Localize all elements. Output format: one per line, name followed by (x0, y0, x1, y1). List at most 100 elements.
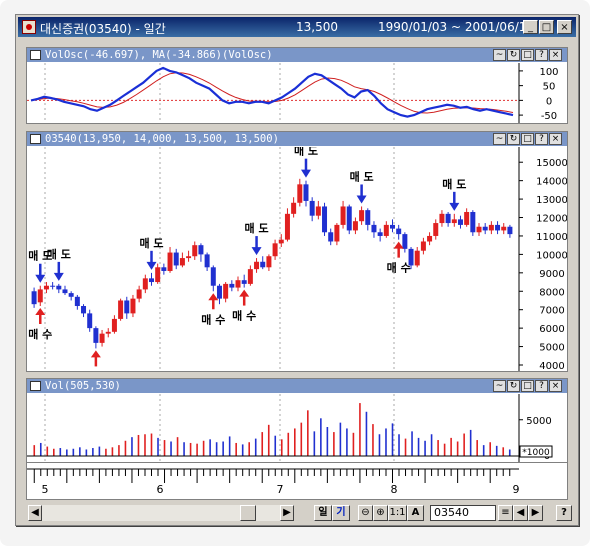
sell-signal-label: 매 도 (245, 221, 269, 235)
osc-axis-label: 0 (546, 96, 552, 107)
osc-axis-label: -50 (541, 111, 557, 122)
pane-help-icon[interactable]: ? (535, 133, 548, 145)
candle-body (284, 213, 290, 240)
month-label: 6 (157, 483, 164, 496)
volume-axis-label: 5000 (526, 416, 551, 427)
candle-body (433, 223, 439, 236)
candle-body (173, 252, 179, 266)
candle-body (167, 252, 173, 271)
buy-signal-label: 매 수 (84, 369, 108, 371)
osc-pane: VolOsc(-46.697), MA(-34.866)(VolOsc) ~ ↻… (26, 47, 568, 124)
ratio-button[interactable]: 1:1 (388, 505, 407, 521)
pane-refresh-icon[interactable]: ↻ (507, 380, 520, 392)
sell-signal-label: 매 도 (350, 169, 374, 183)
sell-arrow-head (449, 202, 460, 211)
candle-body (99, 333, 105, 343)
buy-arrow-head (90, 350, 101, 358)
title-bar[interactable]: 대신증권(03540) - 일간 13,500 1990/01/03 ~ 200… (18, 17, 576, 37)
candle-body (501, 226, 507, 231)
sell-arrow-head (356, 195, 367, 204)
candle-body (340, 206, 346, 225)
pane-refresh-icon[interactable]: ↻ (507, 49, 520, 61)
buy-signal-label: 매 수 (387, 261, 411, 275)
price-axis-label: 4000 (539, 361, 564, 371)
stock-code-input[interactable]: 03540 (430, 505, 496, 521)
buy-signal-label: 매 수 (201, 312, 225, 326)
scroll-thumb[interactable] (240, 505, 256, 521)
price-chart: 15000 14000 13000 12000 11000 10000 9000 8000 70… (28, 147, 567, 371)
osc-pane-header: VolOsc(-46.697), MA(-34.866)(VolOsc) ~ ↻… (27, 48, 567, 62)
pane-help-icon[interactable]: ? (535, 380, 548, 392)
pane-close-icon[interactable]: × (549, 133, 562, 145)
candle-body (31, 291, 37, 305)
signals: 매 도매 도매 도매 도매 도매 도매 도매 수매 수매 수매 수매 수 (28, 147, 466, 371)
candle-body (464, 211, 470, 225)
daily-button[interactable]: 일 (314, 505, 332, 521)
auto-button[interactable]: A (407, 505, 424, 521)
pane-close-icon[interactable]: × (549, 380, 562, 392)
pane-maximize-icon[interactable]: □ (521, 49, 534, 61)
candle-body (192, 245, 198, 257)
candle-body (149, 278, 154, 283)
sell-arrow-head (146, 261, 157, 270)
candle-body (87, 313, 93, 329)
zoom-in-icon[interactable]: ⊕ (373, 505, 388, 521)
pane-refresh-icon[interactable]: ↻ (507, 133, 520, 145)
zoom-out-icon[interactable]: ⊖ (358, 505, 373, 521)
osc-chart: 100 50 0 -50 (27, 63, 559, 123)
buy-arrow-head (35, 308, 46, 316)
scroll-track[interactable] (42, 505, 280, 521)
pane-icon (30, 134, 41, 144)
scroll-left-button[interactable]: ◀ (28, 505, 42, 521)
candle-body (247, 269, 253, 284)
candle-body (198, 245, 204, 255)
candle-body (297, 184, 303, 203)
candles (31, 178, 513, 349)
buy-arrow-head (393, 241, 404, 249)
osc-axis-label: 50 (543, 82, 556, 93)
pane-maximize-icon[interactable]: □ (521, 380, 534, 392)
list-icon[interactable]: ≡ (498, 505, 513, 521)
candle-body (130, 298, 136, 314)
volume-chart: 5000 0 *1000 (27, 394, 553, 462)
candle-body (111, 318, 117, 332)
candle-body (266, 256, 272, 268)
help-button[interactable]: ? (556, 505, 572, 521)
close-button[interactable]: × (557, 20, 572, 34)
candle-body (328, 232, 334, 242)
candle-body (482, 226, 488, 231)
candle-body (229, 283, 235, 288)
maximize-button[interactable]: □ (539, 20, 554, 34)
pane-close-icon[interactable]: × (549, 49, 562, 61)
bottom-toolbar: ◀ ▶ 일 기 ⊖ ⊕ 1:1 A 03540 ≡ ◀ ▶ ? (18, 503, 576, 523)
pane-maximize-icon[interactable]: □ (521, 133, 534, 145)
candle-body (210, 267, 216, 286)
price-pane-header: 03540(13,950, 14,000, 13,500, 13,500) ~ … (27, 132, 567, 146)
osc-title: VolOsc(-46.697), MA(-34.866)(VolOsc) (45, 49, 273, 61)
candle-body (507, 226, 513, 235)
x-axis: 5 6 7 8 9 (26, 462, 568, 500)
candle-body (155, 267, 161, 283)
price-axis-label: 8000 (539, 287, 564, 298)
price-axis-label: 10000 (536, 250, 567, 261)
price-axis-label: 11000 (536, 232, 567, 243)
pane-settings-icon[interactable]: ~ (493, 133, 506, 145)
prev-stock-button[interactable]: ◀ (513, 505, 528, 521)
pane-help-icon[interactable]: ? (535, 49, 548, 61)
next-stock-button[interactable]: ▶ (528, 505, 543, 521)
candle-body (105, 331, 111, 334)
price-title: 03540(13,950, 14,000, 13,500, 13,500) (45, 133, 279, 145)
candle-body (315, 206, 321, 216)
price-axis-label: 7000 (539, 306, 564, 317)
minimize-button[interactable]: _ (523, 20, 538, 34)
volosc-line (30, 66, 514, 118)
scroll-right-button[interactable]: ▶ (280, 505, 294, 521)
candle-body (124, 300, 130, 314)
candle-body (488, 224, 494, 231)
pane-settings-icon[interactable]: ~ (493, 49, 506, 61)
pane-settings-icon[interactable]: ~ (493, 380, 506, 392)
candle-body (408, 248, 414, 266)
period-button[interactable]: 기 (332, 505, 350, 521)
candle-body (414, 250, 420, 266)
price-axis-label: 13000 (536, 195, 567, 206)
